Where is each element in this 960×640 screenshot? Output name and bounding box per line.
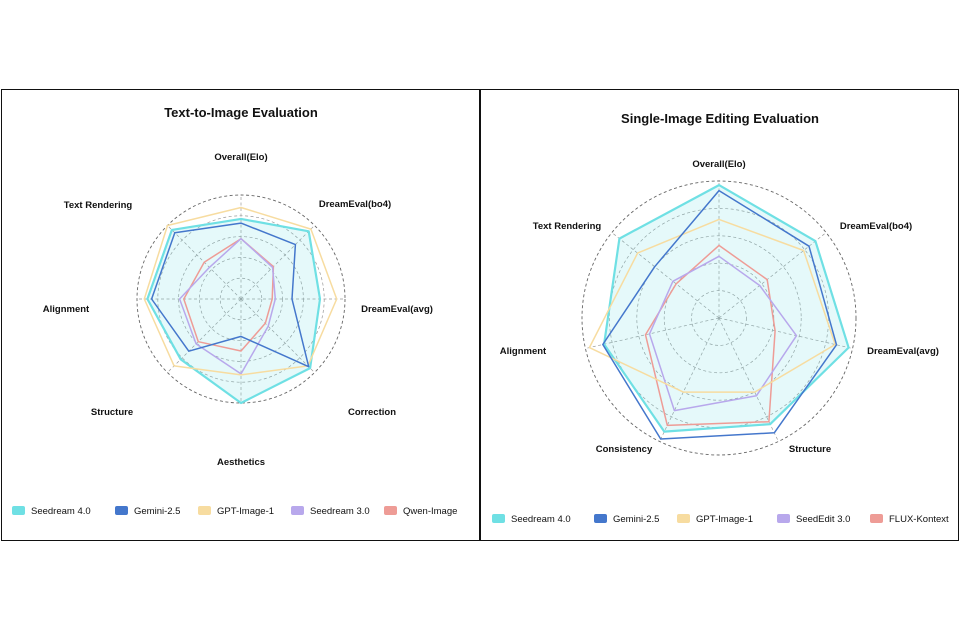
radar-chart-single-image-editing: Single-Image Editing Evaluation Overall(E… [492, 111, 949, 525]
series-gemini-2-5 [150, 222, 310, 368]
legend-swatch [870, 514, 883, 523]
legend-label: SeedEdit 3.0 [796, 514, 850, 525]
chart-title: Text-to-Image Evaluation [164, 105, 318, 120]
legend-swatch [777, 514, 790, 523]
legend-item: Seedream 3.0 [291, 506, 370, 517]
axis-spoke [240, 298, 315, 373]
grid-ring [691, 290, 747, 346]
series-seedream-4-0 [602, 183, 850, 433]
axis-spoke [240, 225, 315, 300]
axis-spoke [718, 232, 827, 319]
legend-label: Seedream 3.0 [310, 506, 370, 517]
legend: Seedream 4.0 Gemini-2.5 GPT-Image-1 SeedEdi… [492, 514, 949, 525]
axis-spoke [167, 298, 242, 373]
legend-item: Gemini-2.5 [115, 506, 180, 517]
axis-label: Overall(Elo) [214, 152, 267, 163]
legend-label: Qwen-Image [403, 506, 457, 517]
axis-label: Text Rendering [64, 200, 133, 211]
grid-ring [199, 257, 283, 341]
legend-item: Seedream 4.0 [492, 514, 571, 525]
axis-label: Alignment [43, 304, 90, 315]
legend-label: FLUX-Kontext [889, 514, 949, 525]
legend-swatch [291, 506, 304, 515]
chart-panel-text-to-image: Text-to-Image Evaluation Overall(Elo) Drea… [1, 89, 480, 541]
axis-spoke [718, 317, 853, 349]
radar-chart-text-to-image: Text-to-Image Evaluation Overall(Elo) Drea… [12, 105, 457, 517]
legend-swatch [594, 514, 607, 523]
axis-label: Structure [789, 444, 831, 455]
series-gpt-image-1 [143, 206, 338, 376]
legend-swatch [677, 514, 690, 523]
axis-label: DreamEval(avg) [867, 346, 939, 357]
legend-label: Seedream 4.0 [31, 506, 91, 517]
legend-label: GPT-Image-1 [696, 514, 753, 525]
axis-spoke [659, 317, 720, 442]
chart-title: Single-Image Editing Evaluation [621, 111, 819, 126]
axis-label: Overall(Elo) [692, 159, 745, 170]
axis-spoke [718, 317, 779, 442]
legend: Seedream 4.0 Gemini-2.5 GPT-Image-1 Seedrea… [12, 506, 457, 517]
grid-ring [219, 277, 263, 321]
legend-swatch [115, 506, 128, 515]
axis-spoke [611, 232, 720, 319]
series-flux-kontext [644, 244, 776, 427]
chart-panel-single-image-editing: Single-Image Editing Evaluation Overall(E… [480, 89, 959, 541]
series-seedream-3-0 [178, 237, 277, 375]
legend-label: Gemini-2.5 [134, 506, 180, 517]
legend-item: Gemini-2.5 [594, 514, 659, 525]
legend-item: Qwen-Image [384, 506, 457, 517]
legend-item: GPT-Image-1 [198, 506, 274, 517]
legend-swatch [198, 506, 211, 515]
axis-label: DreamEval(bo4) [840, 221, 912, 232]
grid-ring [136, 194, 346, 404]
legend-item: SeedEdit 3.0 [777, 514, 850, 525]
series-gemini-2-5 [602, 189, 838, 440]
legend-item: GPT-Image-1 [677, 514, 753, 525]
axis-label: Structure [91, 407, 133, 418]
series-seedream-4-0 [146, 217, 322, 405]
axis-spoke [585, 317, 720, 349]
axis-label: Aesthetics [217, 457, 265, 468]
grid-ring [581, 180, 857, 456]
axis-label: Alignment [500, 346, 547, 357]
axis-label: Consistency [596, 444, 653, 455]
series-seededit-3-0 [648, 255, 798, 412]
legend-item: Seedream 4.0 [12, 506, 91, 517]
legend-label: Seedream 4.0 [511, 514, 571, 525]
legend-swatch [384, 506, 397, 515]
grid-ring [636, 235, 802, 401]
series-gpt-image-1 [588, 218, 836, 393]
legend-label: GPT-Image-1 [217, 506, 274, 517]
legend-item: FLUX-Kontext [870, 514, 949, 525]
legend-label: Gemini-2.5 [613, 514, 659, 525]
axis-label: DreamEval(avg) [361, 304, 433, 315]
axis-label: Text Rendering [533, 221, 602, 232]
axis-label: DreamEval(bo4) [319, 199, 391, 210]
axis-label: Correction [348, 407, 396, 418]
legend-swatch [492, 514, 505, 523]
legend-swatch [12, 506, 25, 515]
